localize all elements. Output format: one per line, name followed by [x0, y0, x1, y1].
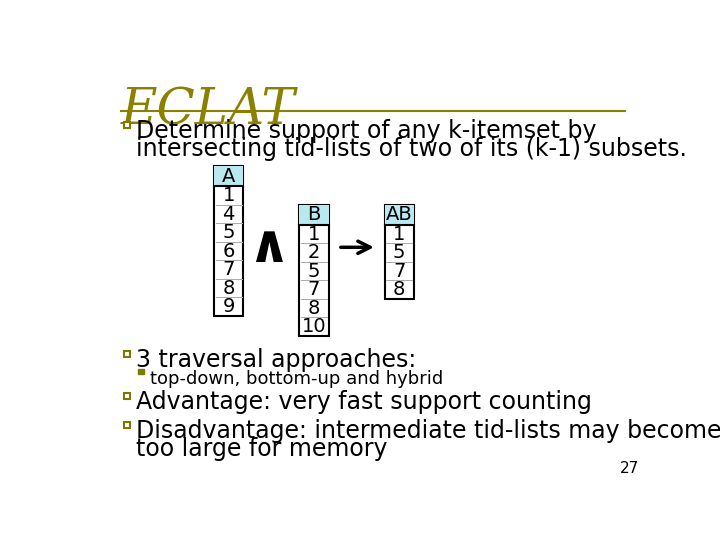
Text: 7: 7	[393, 262, 405, 281]
Text: top-down, bottom-up and hybrid: top-down, bottom-up and hybrid	[150, 370, 444, 388]
Text: Determine support of any k-itemset by: Determine support of any k-itemset by	[137, 119, 597, 143]
Bar	[384, 205, 414, 225]
Bar	[124, 351, 130, 357]
Bar	[214, 166, 243, 316]
Bar	[384, 205, 414, 299]
Text: 4: 4	[222, 205, 235, 224]
Text: 6: 6	[222, 241, 235, 261]
Text: ECLAT: ECLAT	[121, 85, 296, 135]
Text: 8: 8	[222, 279, 235, 298]
Text: 5: 5	[393, 243, 405, 262]
Bar	[124, 422, 130, 428]
Bar	[214, 166, 243, 186]
Text: 3 traversal approaches:: 3 traversal approaches:	[137, 348, 417, 372]
Text: ∧: ∧	[247, 221, 289, 273]
Text: 1: 1	[393, 225, 405, 244]
Text: 5: 5	[222, 223, 235, 242]
Text: intersecting tid-lists of two of its (k-1) subsets.: intersecting tid-lists of two of its (k-…	[137, 137, 688, 161]
Text: 7: 7	[307, 280, 320, 299]
Bar	[300, 205, 329, 225]
Text: AB: AB	[386, 205, 413, 225]
Bar	[124, 122, 130, 128]
Text: 27: 27	[619, 461, 639, 476]
Text: 5: 5	[307, 262, 320, 281]
Text: 10: 10	[302, 317, 326, 336]
Text: too large for memory: too large for memory	[137, 437, 388, 462]
Text: Advantage: very fast support counting: Advantage: very fast support counting	[137, 390, 593, 414]
Bar	[124, 393, 130, 399]
Text: A: A	[222, 167, 235, 186]
Text: 2: 2	[307, 243, 320, 262]
Text: 1: 1	[222, 186, 235, 205]
Text: 9: 9	[222, 297, 235, 316]
Bar	[300, 205, 329, 336]
Text: Disadvantage: intermediate tid-lists may become: Disadvantage: intermediate tid-lists may…	[137, 419, 720, 443]
Text: 8: 8	[307, 299, 320, 318]
Text: 1: 1	[307, 225, 320, 244]
Text: 8: 8	[393, 280, 405, 299]
Text: B: B	[307, 205, 320, 225]
Bar	[138, 369, 144, 374]
Text: 7: 7	[222, 260, 235, 279]
